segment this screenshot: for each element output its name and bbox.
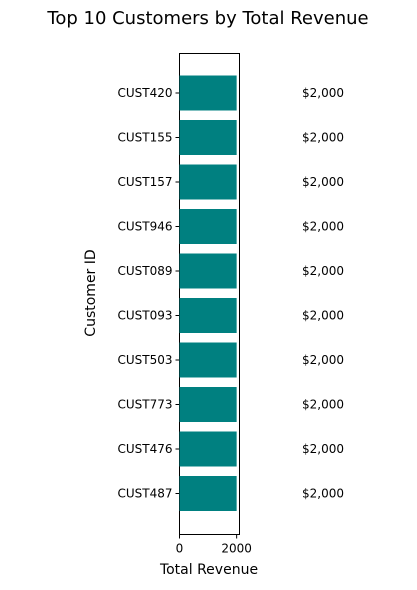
data-label: $2,000 [302,264,344,278]
y-tick-label: CUST420 [117,86,172,100]
y-tick-label: CUST487 [117,487,172,501]
data-label: $2,000 [302,175,344,189]
y-tick-label: CUST946 [117,220,172,234]
data-label: $2,000 [302,309,344,323]
data-label: $2,000 [302,220,344,234]
y-tick-label: CUST476 [117,442,172,456]
y-axis-label: Customer ID [83,249,99,336]
bar [179,342,237,378]
bar [179,387,237,422]
data-label: $2,000 [302,398,344,412]
y-tick-label: CUST773 [117,398,172,412]
bar [179,253,237,289]
bar [179,476,237,511]
y-tick-label: CUST089 [117,264,172,278]
y-axis-ticks: CUST420 CUST155 CUST157 CUST946 CUST089 CUST0… [117,86,180,501]
y-tick-label: CUST093 [117,309,172,323]
bar [179,431,237,467]
data-label: $2,000 [302,86,344,100]
bar-series [179,75,237,511]
x-tick-label: 2000 [221,542,252,556]
y-tick-label: CUST503 [117,353,172,367]
chart-title: Top 10 Customers by Total Revenue [46,8,368,29]
x-axis-label: Total Revenue [159,562,258,578]
bar [179,120,237,155]
x-tick-label: 0 [176,542,184,556]
data-labels: $2,000 $2,000 $2,000 $2,000 $2,000 $2,000 $2,0… [302,86,344,501]
y-tick-label: CUST157 [117,175,172,189]
data-label: $2,000 [302,353,344,367]
data-label: $2,000 [302,487,344,501]
x-axis-ticks: 0 2000 [176,534,252,556]
bar [179,164,237,200]
data-label: $2,000 [302,442,344,456]
bar [179,298,237,333]
data-label: $2,000 [302,131,344,145]
y-tick-label: CUST155 [117,131,172,145]
bar [179,209,237,244]
plot-area-frame [179,53,240,535]
bar [179,75,237,111]
